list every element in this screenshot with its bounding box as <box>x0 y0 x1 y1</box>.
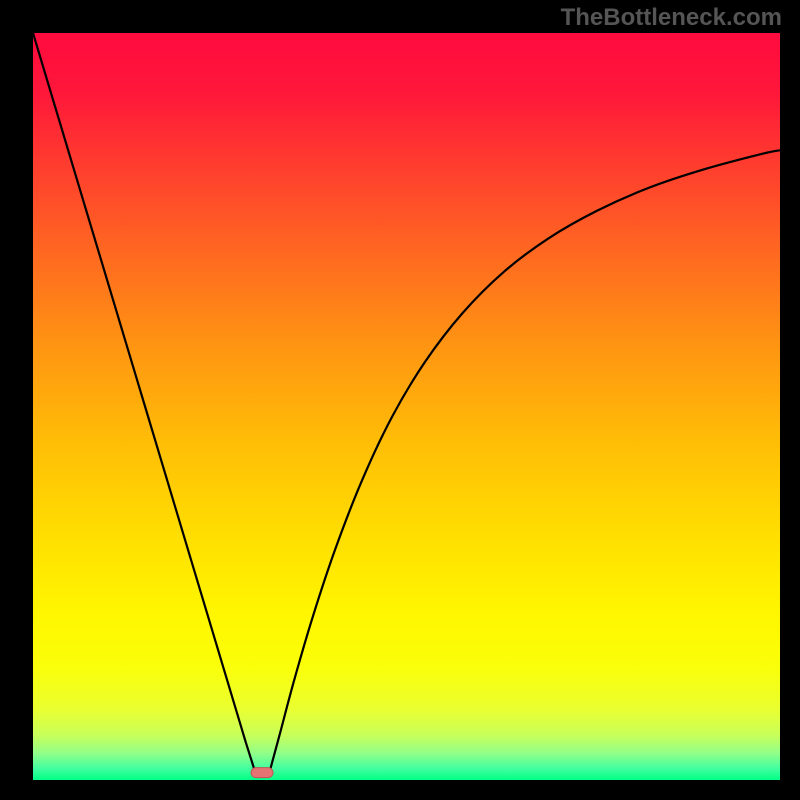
optimum-marker <box>251 767 274 779</box>
watermark-label: TheBottleneck.com <box>561 4 782 32</box>
bottleneck-curve <box>33 33 780 780</box>
chart-frame: TheBottleneck.com <box>0 0 800 800</box>
plot-area <box>33 33 780 780</box>
